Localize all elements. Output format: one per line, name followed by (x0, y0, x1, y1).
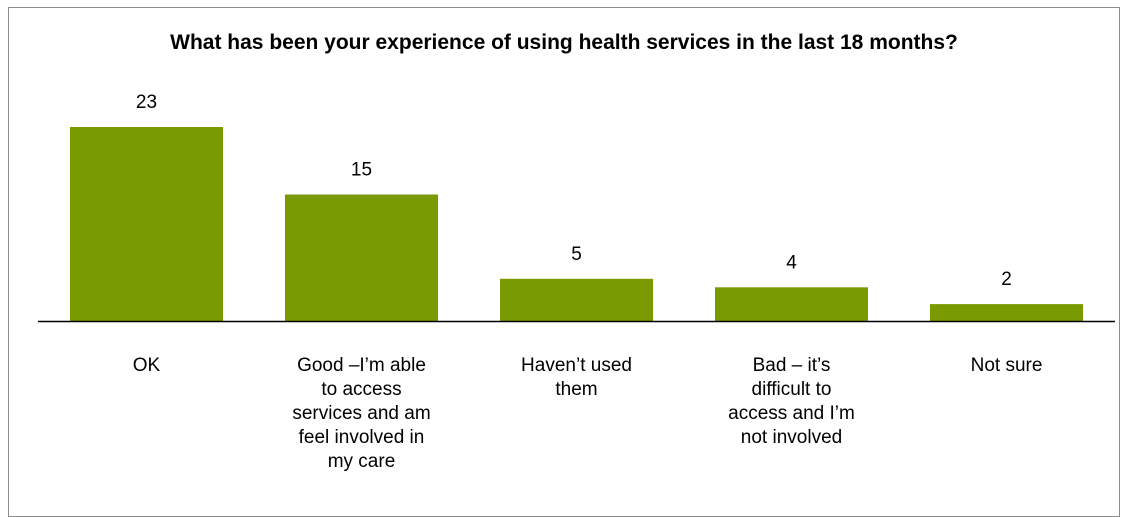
category-label-1: OK (62, 354, 232, 378)
bar-3 (500, 278, 653, 321)
category-label-3: Haven’t used them (492, 354, 662, 402)
category-label-line: Haven’t used (521, 355, 632, 376)
category-label-line: my care (327, 451, 396, 472)
bar-1 (70, 127, 223, 321)
category-label-line: Not sure (970, 355, 1043, 376)
bar-2 (285, 194, 438, 321)
category-label-line: them (555, 379, 598, 400)
data-label-5: 2 (1001, 269, 1012, 290)
bar-5 (930, 304, 1083, 321)
category-label-line: not involved (740, 427, 843, 448)
bar-4 (715, 287, 868, 321)
category-label-line: OK (132, 355, 161, 376)
chart-title: What has been your experience of using h… (170, 31, 958, 54)
data-label-2: 15 (351, 160, 372, 181)
category-label-line: Good –I’m able (297, 355, 426, 376)
data-label-1: 23 (136, 92, 157, 113)
category-label-2: Good –I’m able to access services and am fe… (277, 354, 447, 474)
category-label-line: services and am (292, 403, 431, 424)
category-label-line: difficult to (751, 379, 832, 400)
category-label-5: Not sure (922, 354, 1092, 378)
data-label-3: 5 (571, 244, 582, 265)
category-label-4: Bad – it’s difficult to access and I’m not … (707, 354, 877, 450)
category-label-line: access and I’m (728, 403, 855, 424)
category-label-line: to access (321, 379, 402, 400)
data-label-4: 4 (786, 252, 797, 273)
category-label-line: feel involved in (298, 427, 425, 448)
category-label-line: Bad – it’s (752, 355, 831, 376)
